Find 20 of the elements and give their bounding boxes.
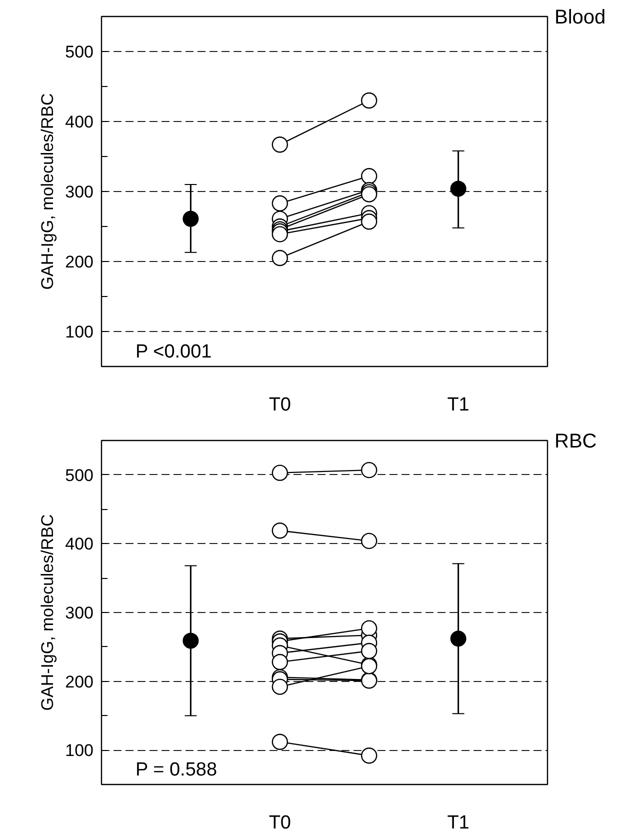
y-tick-label: 500: [65, 466, 94, 485]
y-tick-label: 100: [65, 322, 94, 342]
annotation: P = 0.588: [136, 760, 218, 780]
annotation: P <0.001: [136, 342, 212, 362]
y-tick-label: 400: [65, 112, 94, 132]
chart-title: RBC: [554, 430, 597, 452]
y-tick-label: 500: [65, 42, 94, 62]
y-tick-label: 100: [65, 741, 94, 760]
chart-title: Blood: [554, 6, 606, 28]
y-tick-label: 300: [65, 182, 94, 202]
y-tick-label: 200: [65, 252, 94, 272]
y-axis-title: GAH-IgG, molecules/RBC: [38, 93, 58, 290]
y-tick-label: 300: [65, 604, 94, 622]
y-tick-label: 200: [65, 672, 94, 692]
y-axis-title: GAH-IgG, molecules/RBC: [38, 514, 58, 711]
x-tick-label: T1: [447, 812, 470, 834]
y-tick-label: 400: [65, 534, 94, 554]
x-tick-label: T1: [447, 394, 470, 416]
x-tick-label: T0: [268, 394, 291, 416]
x-tick-label: T0: [268, 812, 291, 834]
